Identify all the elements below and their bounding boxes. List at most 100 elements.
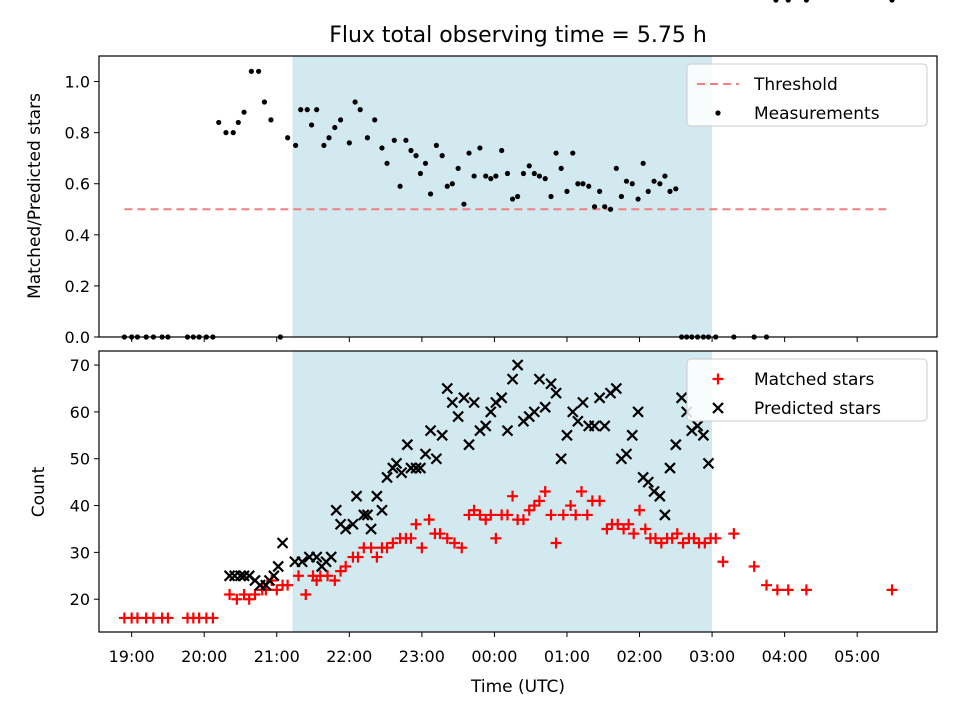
ratio-panel: Matched/Predicted stars 0.0 0.2 0.4 0.6 0.8 1… bbox=[25, 0, 938, 347]
data-point bbox=[298, 107, 304, 113]
data-point bbox=[539, 401, 551, 413]
data-point bbox=[471, 173, 477, 179]
data-point bbox=[455, 165, 461, 171]
data-point bbox=[702, 457, 715, 470]
data-point bbox=[642, 476, 655, 488]
data-point bbox=[423, 514, 435, 526]
data-point bbox=[782, 584, 794, 596]
data-point bbox=[230, 130, 236, 136]
data-point bbox=[670, 438, 682, 451]
data-point bbox=[623, 518, 635, 530]
y-tick-label: 0.6 bbox=[65, 175, 90, 194]
data-point bbox=[224, 589, 236, 601]
observing-window-band bbox=[292, 56, 713, 337]
data-point bbox=[675, 392, 688, 404]
data-point bbox=[241, 109, 247, 115]
data-point bbox=[256, 68, 262, 74]
data-point bbox=[417, 170, 424, 177]
x-tick-label: 21:00 bbox=[254, 647, 300, 666]
y-tick-label: 30 bbox=[70, 543, 90, 562]
data-point bbox=[558, 165, 564, 171]
data-point bbox=[364, 135, 371, 141]
count-panel: Count 20 30 40 50 60 70 19:00 20:00 21:00 22:00 23… bbox=[29, 350, 938, 666]
data-point bbox=[162, 612, 174, 624]
data-point bbox=[276, 537, 289, 549]
data-point bbox=[575, 181, 581, 187]
data-point bbox=[553, 150, 559, 156]
data-point bbox=[321, 142, 327, 149]
data-point bbox=[272, 560, 284, 573]
data-point bbox=[667, 188, 673, 194]
series-matched-stars bbox=[118, 486, 898, 624]
data-point bbox=[427, 191, 434, 197]
data-point bbox=[358, 509, 370, 521]
data-point bbox=[207, 612, 219, 624]
data-point bbox=[635, 196, 641, 202]
data-point bbox=[330, 504, 343, 517]
data-point bbox=[449, 537, 461, 549]
data-point bbox=[243, 593, 255, 605]
data-point bbox=[397, 183, 403, 189]
data-point bbox=[261, 99, 268, 105]
data-point bbox=[384, 160, 390, 166]
data-point bbox=[300, 589, 312, 601]
data-point bbox=[520, 170, 527, 177]
data-point bbox=[223, 570, 236, 582]
data-point bbox=[654, 490, 666, 502]
data-point bbox=[629, 181, 635, 187]
data-point bbox=[886, 584, 898, 596]
legend: Threshold Measurements bbox=[686, 63, 928, 127]
x-tick-label: 03:00 bbox=[689, 647, 735, 666]
data-point bbox=[691, 420, 704, 432]
data-point bbox=[526, 163, 532, 169]
data-point bbox=[285, 135, 291, 141]
data-point bbox=[466, 150, 472, 156]
x-tick-label: 05:00 bbox=[834, 647, 880, 666]
data-point bbox=[570, 509, 582, 521]
data-point bbox=[449, 181, 455, 187]
x-tick-label: 00:00 bbox=[471, 647, 517, 666]
x-tick-label: 02:00 bbox=[616, 647, 662, 666]
data-point bbox=[717, 556, 729, 568]
data-point bbox=[350, 490, 363, 502]
data-point bbox=[268, 117, 274, 123]
data-point bbox=[634, 504, 646, 516]
series-measurements bbox=[121, 0, 895, 340]
plot-frame bbox=[98, 55, 938, 338]
data-point bbox=[659, 509, 671, 521]
data-point bbox=[441, 382, 454, 395]
data-point bbox=[581, 509, 593, 521]
data-point bbox=[495, 392, 508, 404]
data-point bbox=[602, 204, 608, 210]
data-point bbox=[365, 542, 377, 554]
data-point bbox=[458, 392, 470, 404]
data-point bbox=[419, 448, 432, 460]
data-point bbox=[347, 518, 359, 531]
data-point bbox=[293, 142, 299, 149]
data-point bbox=[339, 523, 352, 535]
data-point bbox=[620, 448, 633, 460]
data-point bbox=[612, 518, 624, 530]
data-point bbox=[565, 500, 577, 512]
data-point bbox=[536, 173, 543, 179]
data-point bbox=[697, 429, 710, 442]
data-point bbox=[434, 528, 446, 540]
data-point bbox=[623, 178, 630, 184]
observing-window-band bbox=[292, 351, 713, 632]
series-predicted-stars bbox=[223, 359, 715, 591]
data-point bbox=[710, 532, 722, 544]
data-point bbox=[361, 509, 374, 521]
data-point bbox=[314, 107, 320, 113]
data-point bbox=[304, 107, 310, 113]
data-point bbox=[238, 570, 250, 582]
count-y-axis-label: Count bbox=[29, 466, 49, 517]
data-point bbox=[410, 518, 422, 530]
legend-label: Matched stars bbox=[754, 370, 874, 390]
data-point bbox=[416, 542, 428, 554]
data-point bbox=[372, 117, 378, 123]
data-point bbox=[446, 396, 459, 409]
data-point bbox=[545, 509, 557, 521]
data-point bbox=[533, 495, 545, 507]
data-point bbox=[575, 486, 587, 497]
x-tick-label: 04:00 bbox=[762, 647, 808, 666]
